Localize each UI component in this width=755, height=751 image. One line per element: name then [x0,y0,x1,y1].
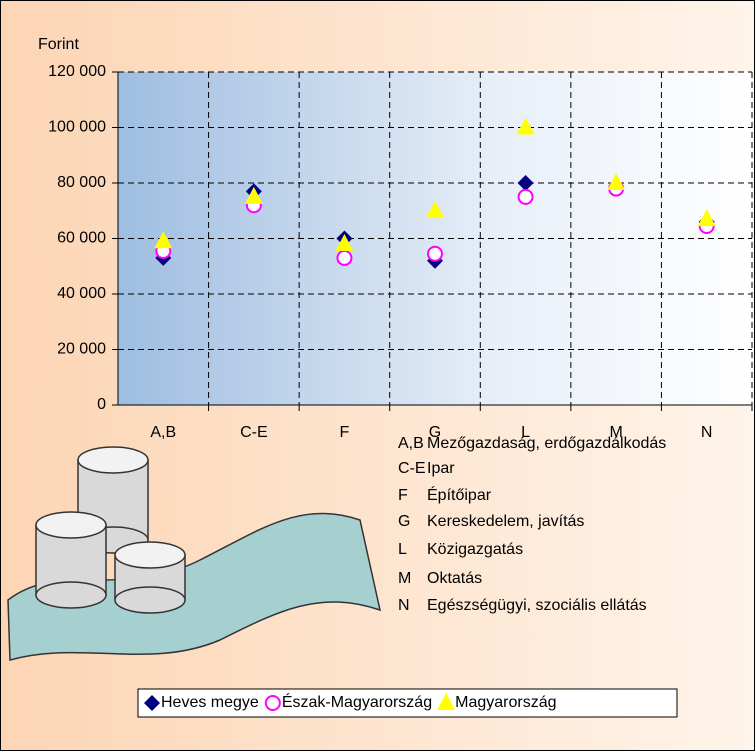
marker-triangle [244,186,263,204]
legend-label: Észak-Magyarország [282,692,432,711]
marker-triangle [697,209,716,227]
note-text: Kereskedelem, javítás [427,513,584,530]
y-tick-label: 0 [97,396,106,413]
x-tick-label: C-E [240,424,268,441]
marker-diamond [144,695,160,711]
note-code: M [398,570,411,587]
y-axis-title: Forint [38,36,79,53]
y-tick-label: 40 000 [57,285,106,302]
legend-label: Heves megye [161,694,259,711]
legend-box [137,688,678,718]
marker-triangle [607,173,626,190]
marker-circle [336,249,353,266]
marker-circle [264,695,281,711]
note-text: Közigazgatás [427,541,523,558]
note-code: N [398,597,410,614]
note-code: A,B [398,435,424,452]
marker-diamond [517,175,534,191]
y-tick-label: 100 000 [48,119,106,136]
marker-triangle [154,231,173,249]
x-tick-label: M [609,424,622,441]
note-text: Egészségügyi, szociális ellátás [427,597,647,614]
x-tick-label: G [429,424,441,441]
marker-triangle [426,200,444,218]
note-code: C-E [398,460,426,477]
note-code: G [398,513,410,530]
note-text: Építőipar [427,485,492,504]
marker-triangle [516,117,535,135]
marker-circle [427,245,443,262]
y-tick-label: 80 000 [57,174,106,191]
note-text: Ipar [427,460,455,477]
note-code: L [398,541,407,558]
x-tick-label: L [521,424,530,441]
x-tick-label: F [340,424,350,441]
y-tick-label: 60 000 [57,230,106,247]
note-text: Oktatás [427,570,482,587]
note-code: F [398,487,408,504]
coins-illustration [7,446,382,661]
y-tick-label: 120 000 [48,63,106,80]
x-tick-label: A,B [150,424,176,441]
x-tick-label: N [701,424,713,441]
marker-circle [517,188,534,205]
marker-triangle [335,234,354,252]
y-tick-label: 20 000 [57,341,106,358]
legend-label: Magyarország [455,694,556,711]
note-text: Mezőgazdaság, erdőgazdálkodás [427,435,666,452]
marker-triangle [437,693,456,710]
